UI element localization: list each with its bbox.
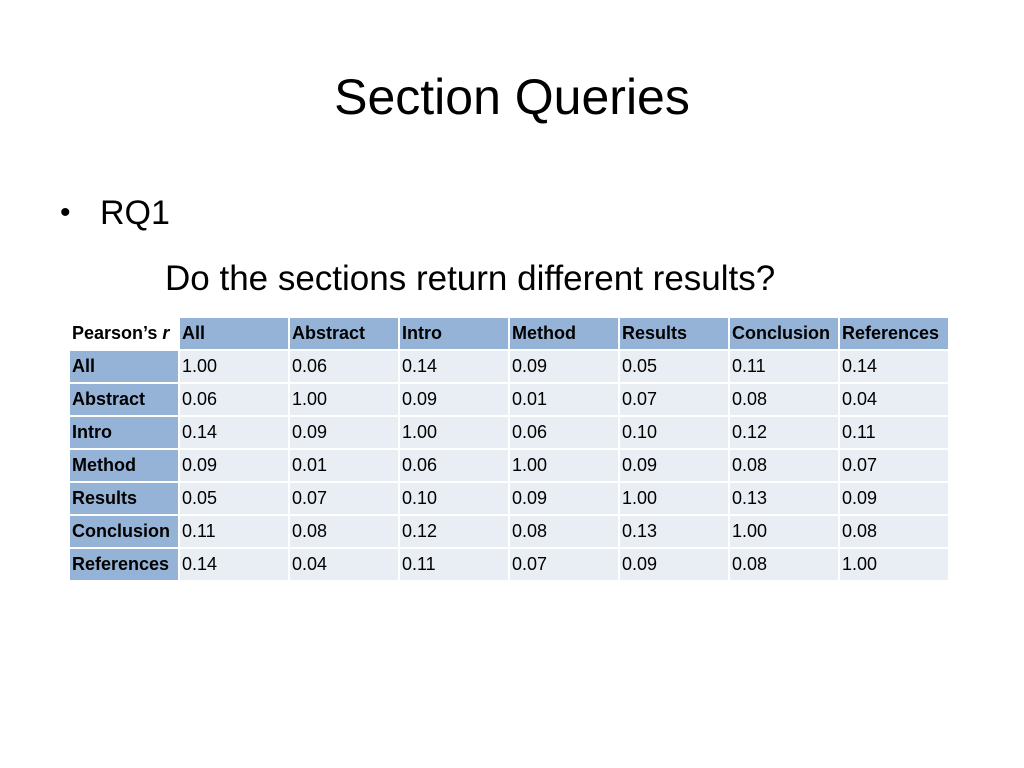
table-cell: 0.08	[730, 549, 838, 580]
row-header: Intro	[70, 417, 178, 448]
table-cell: 0.09	[620, 450, 728, 481]
table-cell: 0.06	[400, 450, 508, 481]
table-cell: 0.09	[400, 384, 508, 415]
row-header: References	[70, 549, 178, 580]
table-cell: 0.14	[400, 351, 508, 382]
table-row: Abstract 0.06 1.00 0.09 0.01 0.07 0.08 0.04	[70, 384, 948, 415]
table-cell: 1.00	[290, 384, 398, 415]
table-cell: 0.09	[840, 483, 948, 514]
column-header: Results	[620, 318, 728, 349]
table-cell: 0.05	[620, 351, 728, 382]
table-cell: 0.07	[510, 549, 618, 580]
table-cell: 0.01	[510, 384, 618, 415]
table-cell: 0.12	[730, 417, 838, 448]
table-header-row: Pearson’s r All Abstract Intro Method Result…	[70, 318, 948, 349]
table-cell: 0.06	[290, 351, 398, 382]
table-cell: 0.08	[730, 450, 838, 481]
table-cell: 0.11	[730, 351, 838, 382]
row-header: All	[70, 351, 178, 382]
bullet-item: • RQ1	[60, 190, 170, 236]
table-cell: 0.13	[620, 516, 728, 547]
table-cell: 0.08	[730, 384, 838, 415]
bullet-subtext: Do the sections return different results…	[165, 259, 776, 298]
table-cell: 0.06	[180, 384, 288, 415]
table-cell: 0.14	[180, 417, 288, 448]
column-header: Intro	[400, 318, 508, 349]
table-cell: 0.11	[400, 549, 508, 580]
column-header: Conclusion	[730, 318, 838, 349]
corner-label-symbol: r	[162, 323, 170, 343]
table-cell: 0.14	[840, 351, 948, 382]
table-cell: 0.06	[510, 417, 618, 448]
table-cell: 0.08	[510, 516, 618, 547]
table-cell: 1.00	[730, 516, 838, 547]
column-header: Method	[510, 318, 618, 349]
table-cell: 0.04	[290, 549, 398, 580]
table-cell: 0.07	[620, 384, 728, 415]
table-cell: 0.07	[840, 450, 948, 481]
slide-title: Section Queries	[334, 69, 690, 125]
table-cell: 0.10	[400, 483, 508, 514]
bullet-icon: •	[60, 196, 71, 229]
table-row: Results 0.05 0.07 0.10 0.09 1.00 0.13 0.09	[70, 483, 948, 514]
table-body: All 1.00 0.06 0.14 0.09 0.05 0.11 0.14 Abstract 0…	[70, 351, 948, 580]
column-header: All	[180, 318, 288, 349]
row-header: Method	[70, 450, 178, 481]
corner-label-text: Pearson’s	[72, 323, 158, 343]
table-cell: 0.01	[290, 450, 398, 481]
bullet-text: RQ1	[100, 194, 170, 232]
table-cell: 0.11	[840, 417, 948, 448]
row-header: Abstract	[70, 384, 178, 415]
row-header: Results	[70, 483, 178, 514]
table-cell: 0.10	[620, 417, 728, 448]
table-corner-label: Pearson’s r	[70, 318, 178, 349]
table-cell: 0.09	[620, 549, 728, 580]
table-row: Conclusion 0.11 0.08 0.12 0.08 0.13 1.00 0.08	[70, 516, 948, 547]
table-cell: 0.09	[180, 450, 288, 481]
table-cell: 1.00	[620, 483, 728, 514]
correlation-table: Pearson’s r All Abstract Intro Method Result…	[68, 316, 950, 582]
table-cell: 1.00	[510, 450, 618, 481]
table-cell: 0.13	[730, 483, 838, 514]
table-cell: 0.07	[290, 483, 398, 514]
table-cell: 0.09	[510, 483, 618, 514]
table-cell: 0.14	[180, 549, 288, 580]
table-cell: 0.08	[290, 516, 398, 547]
column-header: References	[840, 318, 948, 349]
table-cell: 0.08	[840, 516, 948, 547]
table-cell: 0.09	[510, 351, 618, 382]
table-cell: 1.00	[840, 549, 948, 580]
table-cell: 0.09	[290, 417, 398, 448]
table-cell: 1.00	[400, 417, 508, 448]
column-header: Abstract	[290, 318, 398, 349]
table-cell: 0.12	[400, 516, 508, 547]
row-header: Conclusion	[70, 516, 178, 547]
table-cell: 1.00	[180, 351, 288, 382]
table-row: References 0.14 0.04 0.11 0.07 0.09 0.08 1.00	[70, 549, 948, 580]
table-row: Method 0.09 0.01 0.06 1.00 0.09 0.08 0.07	[70, 450, 948, 481]
table-row: All 1.00 0.06 0.14 0.09 0.05 0.11 0.14	[70, 351, 948, 382]
table-cell: 0.04	[840, 384, 948, 415]
table-cell: 0.05	[180, 483, 288, 514]
table-cell: 0.11	[180, 516, 288, 547]
table-row: Intro 0.14 0.09 1.00 0.06 0.10 0.12 0.11	[70, 417, 948, 448]
